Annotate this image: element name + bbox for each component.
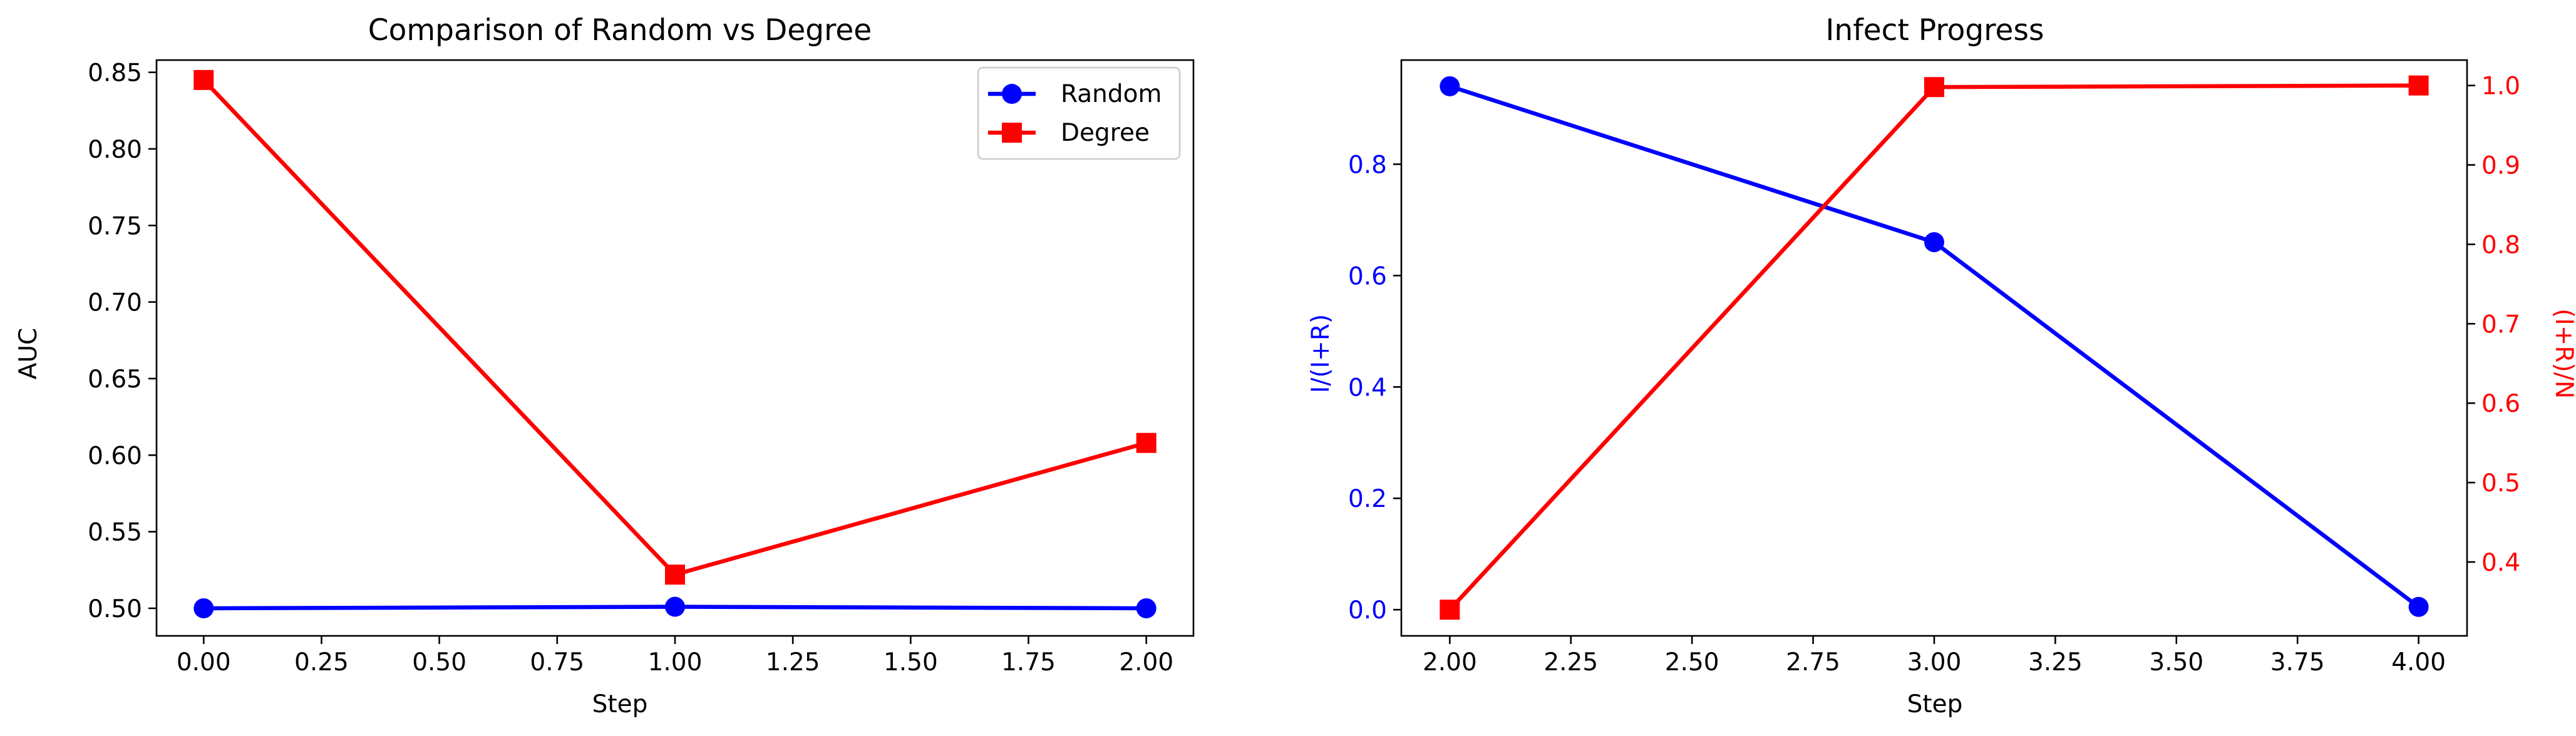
- legend-random-label: Random: [1061, 80, 1162, 108]
- x-tick-label: 2.75: [1786, 648, 1840, 677]
- y-tick-label: 0.80: [88, 136, 142, 164]
- x-tick-label: 3.75: [2270, 648, 2325, 677]
- y-tick-label: 0.70: [88, 289, 142, 317]
- right-y-tick-label: 0.5: [2481, 469, 2520, 498]
- random-data-point: [1136, 598, 1157, 618]
- auc-chart-y-ticks: 0.50 0.55 0.60 0.65 0.70 0.75 0.80 0.85: [88, 59, 157, 623]
- infect-progress-chart-title: Infect Progress: [1826, 13, 2044, 48]
- auc-chart-y-axis-label: AUC: [14, 328, 43, 379]
- y-tick-label: 0.8: [1348, 151, 1387, 179]
- infect-progress-plot-frame: [1400, 59, 2468, 637]
- infect-progress-right-y-axis-label: (I+R)/N: [2550, 309, 2576, 399]
- x-tick-label: 2.50: [1665, 648, 1719, 677]
- y-tick-label: 0.75: [88, 212, 142, 240]
- infect-progress-left-y-axis-label: I/(I+R): [1307, 314, 1335, 393]
- x-tick-label: 0.00: [177, 648, 231, 677]
- auc-chart-x-axis-label: Step: [592, 690, 648, 718]
- x-tick-label: 1.25: [766, 648, 820, 677]
- degree-data-point: [193, 69, 214, 90]
- auc-chart-plot-frame: [155, 59, 1195, 637]
- random-data-point: [665, 596, 685, 617]
- y-tick-label: 0.50: [88, 595, 142, 623]
- auc-chart-title: Comparison of Random vs Degree: [368, 13, 872, 48]
- right-y-tick-label: 0.9: [2481, 152, 2520, 180]
- infect-progress-left-y-ticks: 0.0 0.2 0.4 0.6 0.8: [1348, 151, 1401, 625]
- left-axis-data-point: [2408, 596, 2429, 617]
- x-tick-label: 3.50: [2149, 648, 2203, 677]
- auc-chart-x-ticks: 0.00 0.25 0.50 0.75 1.00 1.25 1.50 1.75 2.00: [177, 636, 1173, 677]
- right-y-tick-label: 0.8: [2481, 231, 2520, 259]
- right-axis-data-point: [1924, 77, 1944, 98]
- degree-data-point: [665, 565, 685, 585]
- x-tick-label: 4.00: [2391, 648, 2446, 677]
- x-tick-label: 3.25: [2028, 648, 2083, 677]
- x-tick-label: 1.75: [1001, 648, 1056, 677]
- y-tick-label: 0.60: [88, 442, 142, 470]
- infect-progress-data-points: [1440, 75, 2429, 620]
- x-tick-label: 2.00: [1423, 648, 1477, 677]
- legend-degree-marker: [1002, 123, 1022, 143]
- x-tick-label: 1.00: [648, 648, 703, 677]
- auc-chart-legend: Random Degree: [977, 66, 1181, 160]
- legend-box: [977, 66, 1181, 160]
- right-axis-data-point: [2408, 75, 2429, 96]
- y-tick-label: 0.2: [1348, 485, 1387, 513]
- left-axis-data-point: [1924, 232, 1944, 252]
- x-tick-label: 0.50: [412, 648, 466, 677]
- x-tick-label: 0.25: [294, 648, 349, 677]
- right-y-tick-label: 0.4: [2481, 549, 2520, 577]
- right-y-tick-label: 1.0: [2481, 73, 2520, 101]
- right-axis-data-point: [1440, 600, 1460, 620]
- y-tick-label: 0.65: [88, 365, 142, 394]
- legend-random-marker: [1002, 84, 1022, 104]
- x-tick-label: 1.50: [884, 648, 938, 677]
- auc-chart: Comparison of Random vs Degree Step AUC …: [14, 13, 1195, 718]
- y-tick-label: 0.0: [1348, 596, 1387, 625]
- x-tick-label: 2.00: [1119, 648, 1173, 677]
- left-axis-data-point: [1440, 76, 1460, 96]
- right-y-tick-label: 0.7: [2481, 310, 2520, 339]
- infect-progress-x-ticks: 2.00 2.25 2.50 2.75 3.00 3.25 3.50 3.75 4.00: [1423, 636, 2446, 677]
- x-tick-label: 0.75: [530, 648, 584, 677]
- x-tick-label: 3.00: [1907, 648, 1962, 677]
- degree-data-point: [1136, 432, 1157, 453]
- infect-progress-chart: Infect Progress Step I/(I+R) (I+R)/N 2.0…: [1307, 13, 2576, 718]
- y-tick-label: 0.6: [1348, 262, 1387, 290]
- legend-degree-label: Degree: [1061, 119, 1150, 147]
- infect-progress-x-axis-label: Step: [1907, 690, 1963, 718]
- random-data-point: [193, 598, 214, 618]
- infect-progress-right-y-ticks: 0.4 0.5 0.6 0.7 0.8 0.9 1.0: [2467, 73, 2520, 577]
- right-y-tick-label: 0.6: [2481, 390, 2520, 418]
- y-tick-label: 0.4: [1348, 374, 1387, 402]
- x-tick-label: 2.25: [1543, 648, 1598, 677]
- auc-chart-data-points: [193, 69, 1157, 618]
- y-tick-label: 0.55: [88, 519, 142, 547]
- y-tick-label: 0.85: [88, 59, 142, 88]
